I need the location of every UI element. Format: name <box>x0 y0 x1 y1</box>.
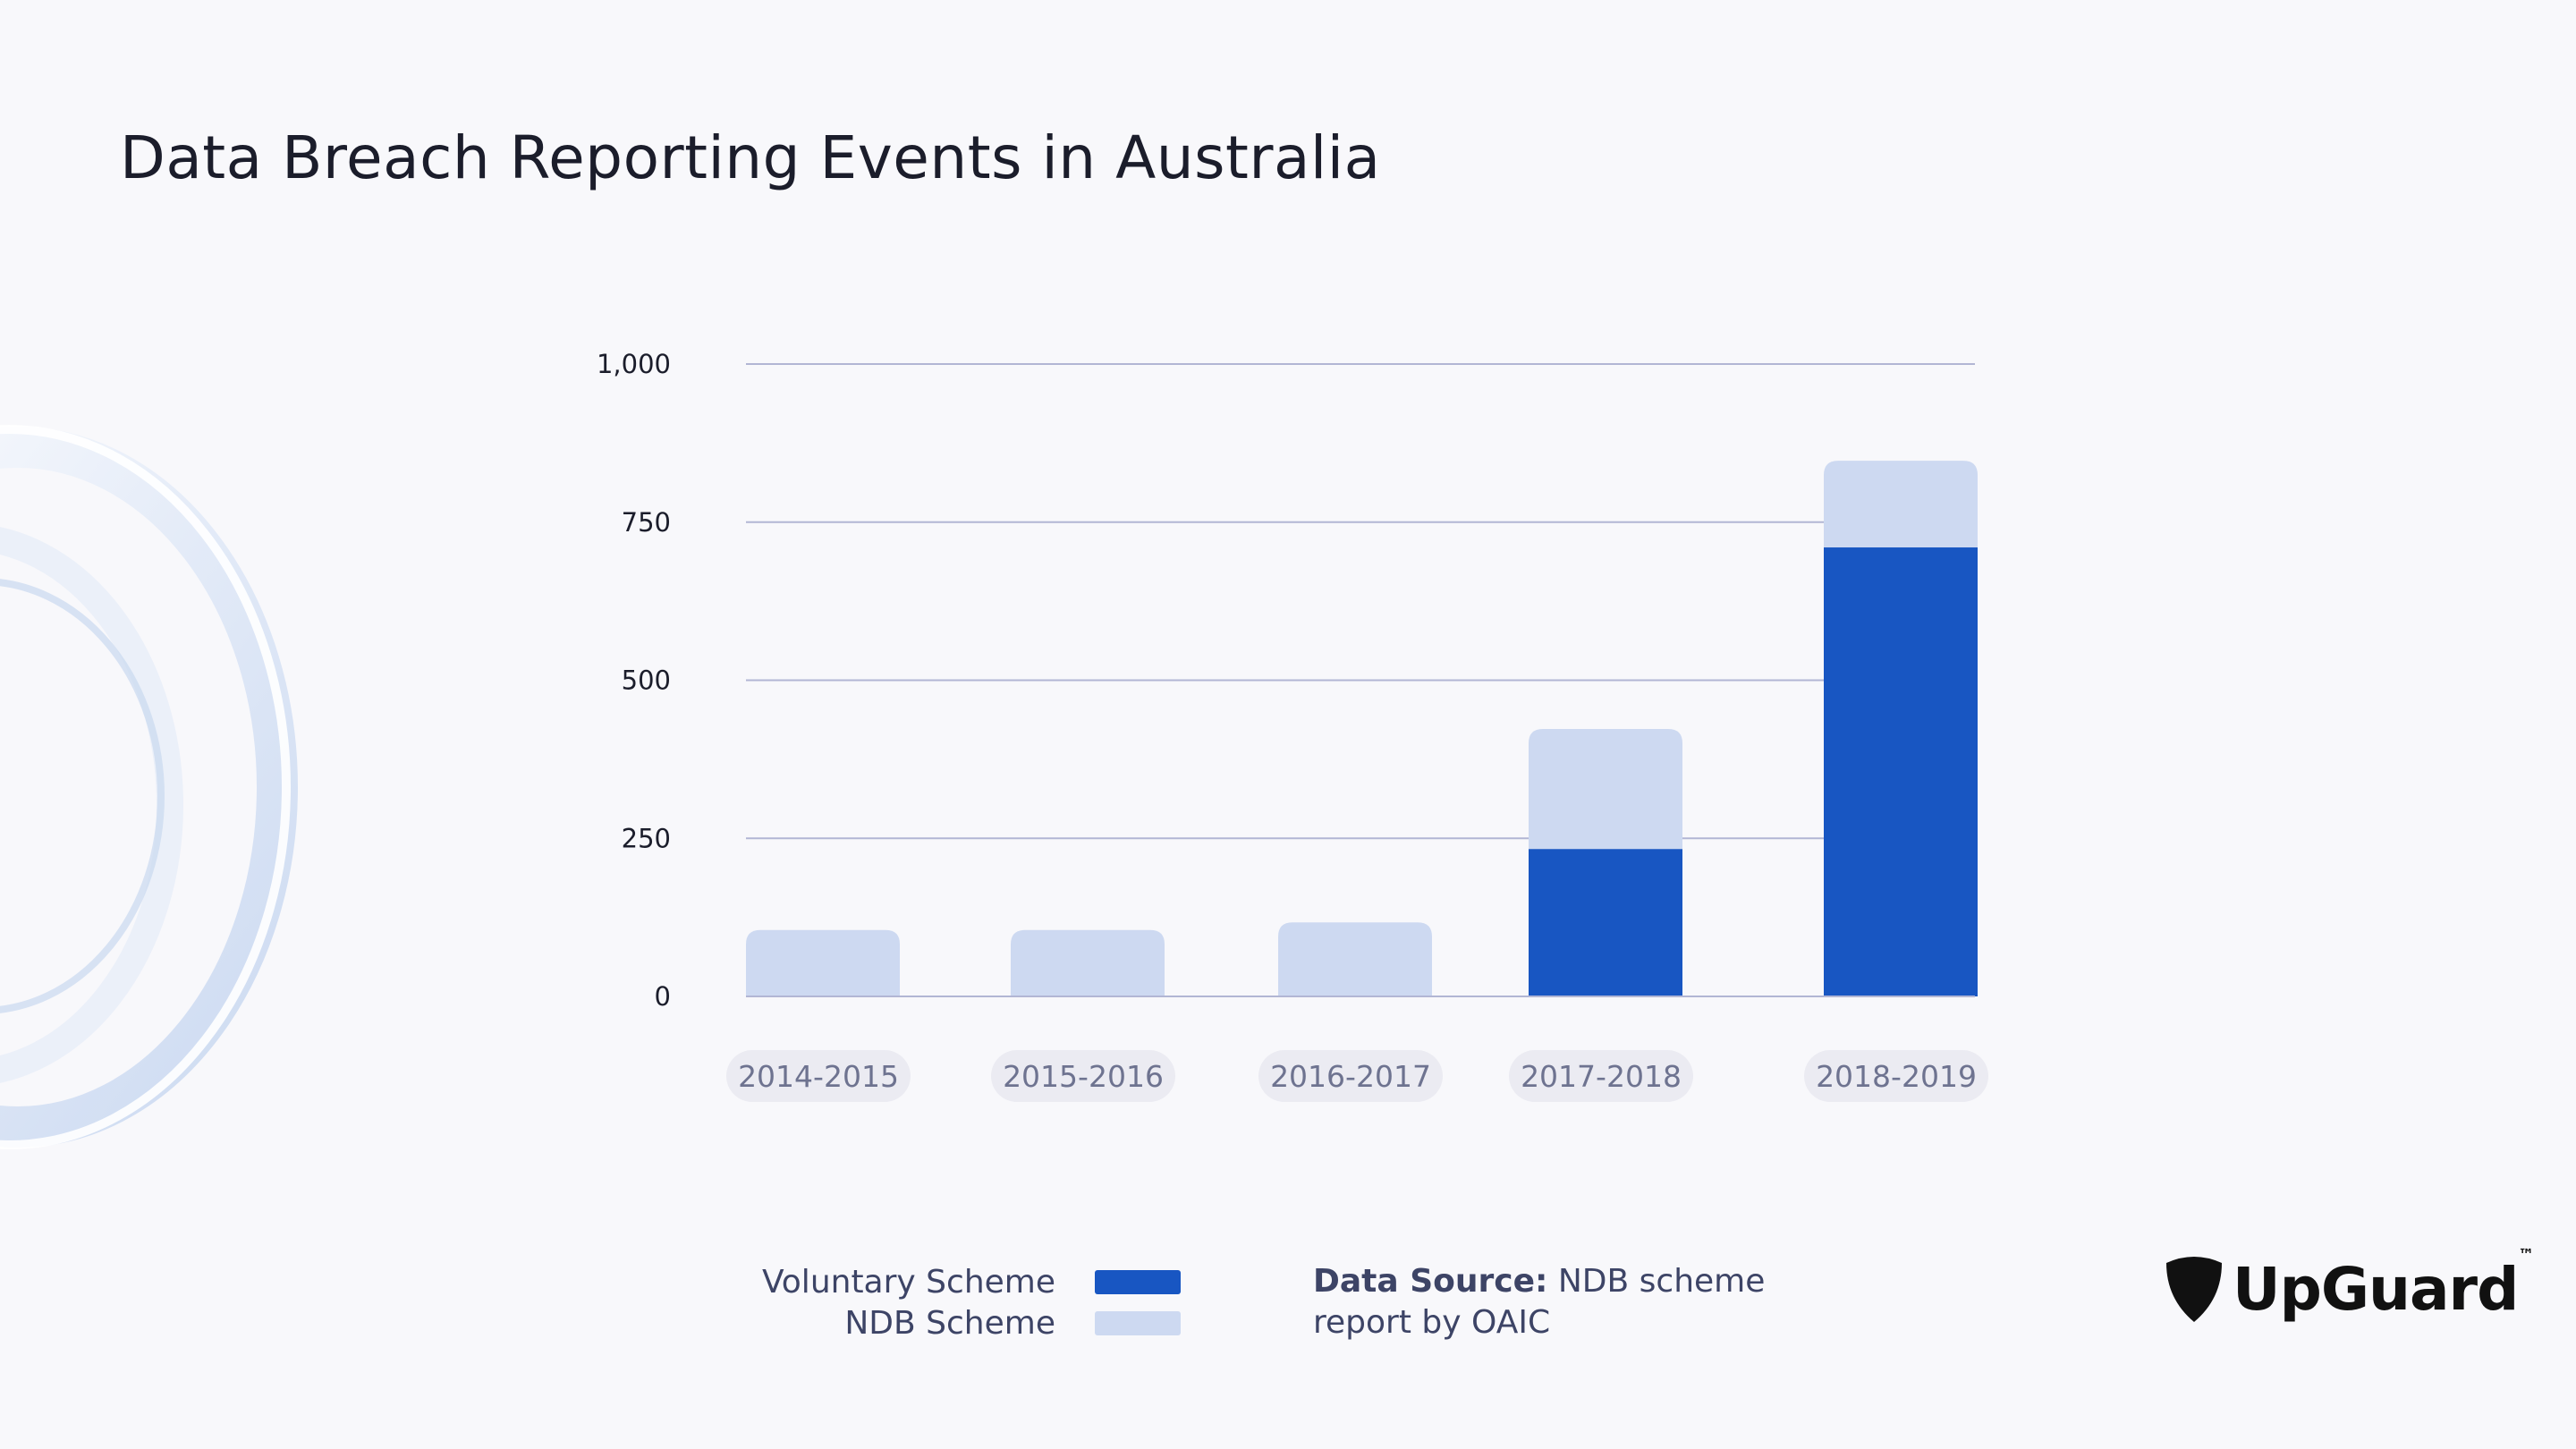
decorative-rings <box>0 425 298 1149</box>
data-source-text-1: NDB scheme <box>1557 1263 1766 1300</box>
page-title: Data Breach Reporting Events in Australi… <box>120 123 1381 192</box>
y-tick-label: 250 <box>622 823 671 853</box>
legend: Voluntary Scheme NDB Scheme <box>626 1261 1181 1343</box>
x-tick-label: 2015-2016 <box>1003 1059 1164 1094</box>
bar-voluntary-2017-2018 <box>1529 849 1682 996</box>
x-tick-label: 2016-2017 <box>1270 1059 1431 1094</box>
legend-swatch-ndb <box>1095 1310 1181 1335</box>
legend-label-ndb: NDB Scheme <box>844 1304 1055 1342</box>
logo-trademark: ™ <box>2518 1245 2534 1265</box>
x-tick-pill <box>726 1050 911 1102</box>
x-tick-label: 2017-2018 <box>1521 1059 1682 1094</box>
x-tick-pill <box>1804 1050 1988 1102</box>
data-source-label: Data Source: <box>1313 1263 1548 1300</box>
logo-word: UpGuard <box>2233 1254 2519 1324</box>
x-tick-pill <box>991 1050 1175 1102</box>
legend-swatch-voluntary <box>1095 1269 1181 1294</box>
legend-label-voluntary: Voluntary Scheme <box>761 1263 1055 1301</box>
upguard-logo: UpGuard™ <box>2163 1246 2534 1324</box>
x-tick-label: 2014-2015 <box>738 1059 899 1094</box>
x-tick-label: 2018-2019 <box>1816 1059 1977 1094</box>
bar-ndb-2016-2017 <box>1278 922 1432 996</box>
logo-wordmark: UpGuard™ <box>2233 1246 2534 1324</box>
data-source-text-2: report by OAIC <box>1313 1304 1551 1341</box>
y-tick-label: 1,000 <box>597 349 671 379</box>
x-tick-pill <box>1258 1050 1443 1102</box>
bar-ndb-2014-2015 <box>746 929 900 996</box>
data-source: Data Source: NDB scheme report by OAIC <box>1313 1261 1814 1343</box>
legend-item-ndb: NDB Scheme <box>626 1302 1181 1343</box>
shield-pick-icon <box>2166 1257 2222 1322</box>
y-tick-label: 0 <box>655 981 671 1012</box>
legend-item-voluntary: Voluntary Scheme <box>626 1261 1181 1302</box>
y-tick-label: 500 <box>622 665 671 696</box>
y-tick-label: 750 <box>622 507 671 538</box>
x-tick-pill <box>1509 1050 1693 1102</box>
bar-voluntary-2018-2019 <box>1824 547 1978 996</box>
bar-ndb-2015-2016 <box>1011 929 1165 996</box>
